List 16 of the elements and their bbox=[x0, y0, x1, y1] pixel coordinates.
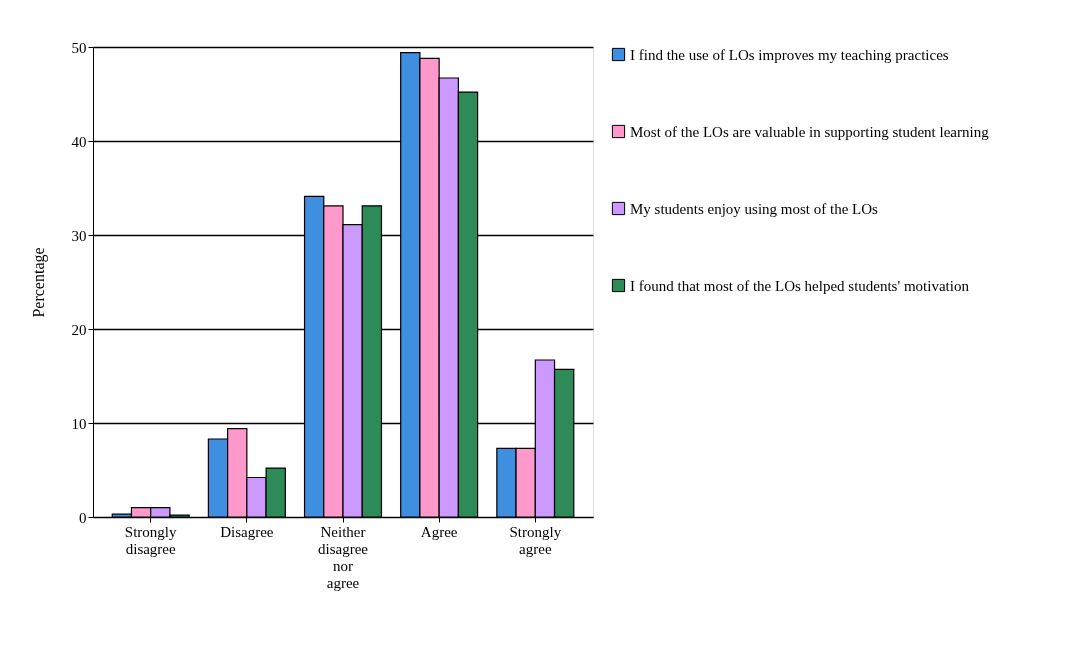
y-tick-label: 30 bbox=[71, 227, 87, 244]
y-tick-label: 10 bbox=[71, 415, 87, 432]
x-tick-label: Disagree bbox=[220, 523, 274, 540]
legend-label: My students enjoy using most of the LOs bbox=[630, 200, 879, 217]
x-tick-label: Neither disagree nor agree bbox=[318, 523, 369, 591]
legend-label: I find the use of LOs improves my teaching practices bbox=[630, 46, 949, 63]
legend-label: I found that most of the LOs helped students' motivation bbox=[630, 277, 970, 294]
y-tick-label: 50 bbox=[71, 39, 87, 56]
x-tick-label: Strongly disagree bbox=[124, 523, 178, 557]
y-tick-label: 0 bbox=[79, 509, 87, 526]
y-tick-label: 40 bbox=[71, 133, 87, 150]
x-tick-label: Strongly agree bbox=[509, 523, 562, 557]
y-axis-title: Percentage bbox=[29, 247, 48, 318]
legend-label: Most of the LOs are valuable in supporting student learning bbox=[630, 123, 990, 140]
y-tick-label: 20 bbox=[71, 321, 87, 338]
x-tick-label: Agree bbox=[420, 523, 458, 540]
